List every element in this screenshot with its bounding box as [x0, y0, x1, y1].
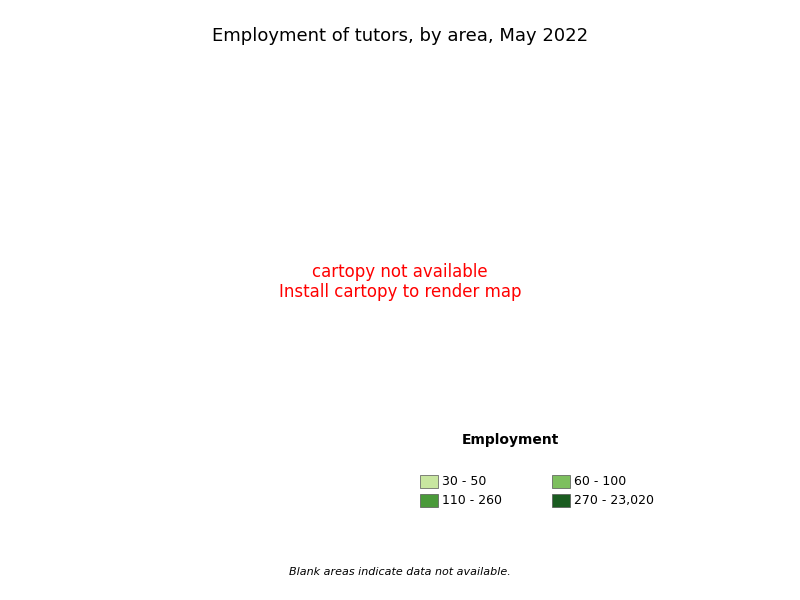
- Text: Employment: Employment: [462, 433, 559, 447]
- Text: Employment of tutors, by area, May 2022: Employment of tutors, by area, May 2022: [212, 27, 588, 45]
- Text: 60 - 100: 60 - 100: [574, 475, 626, 488]
- Text: 110 - 260: 110 - 260: [442, 494, 502, 507]
- Text: 270 - 23,020: 270 - 23,020: [574, 494, 654, 507]
- Text: Blank areas indicate data not available.: Blank areas indicate data not available.: [289, 567, 511, 577]
- Text: cartopy not available
Install cartopy to render map: cartopy not available Install cartopy to…: [278, 263, 522, 301]
- Text: 30 - 50: 30 - 50: [442, 475, 486, 488]
